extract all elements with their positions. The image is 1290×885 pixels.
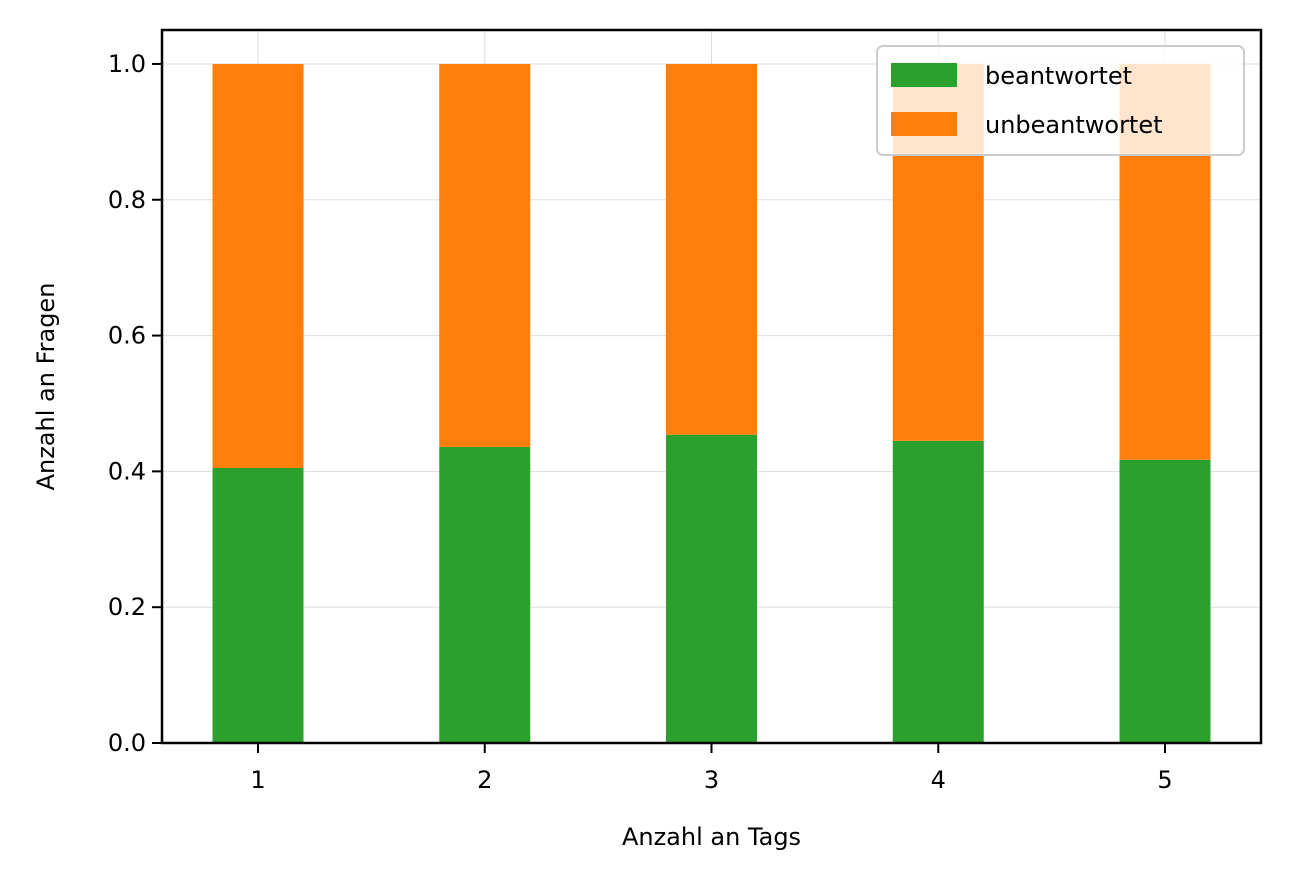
x-tick-label: 3 — [704, 766, 719, 794]
x-tick-label: 1 — [250, 766, 265, 794]
legend-label-beantwortet: beantwortet — [985, 62, 1132, 90]
bar-unbeantwortet-1 — [212, 63, 304, 468]
bar-beantwortet-4 — [892, 440, 984, 743]
y-tick-label: 1.0 — [108, 50, 146, 78]
legend-box — [876, 45, 1245, 156]
x-tick-label: 4 — [931, 766, 946, 794]
bar-beantwortet-5 — [1119, 459, 1211, 743]
y-tick-label: 0.6 — [108, 322, 146, 350]
legend: beantwortet unbeantwortet — [876, 45, 1245, 156]
x-axis-ticks: 1 2 3 4 5 — [250, 743, 1173, 794]
bar-beantwortet-1 — [212, 467, 304, 743]
x-tick-label: 5 — [1157, 766, 1172, 794]
bar-unbeantwortet-2 — [439, 63, 531, 447]
bar-beantwortet-2 — [439, 446, 531, 743]
y-axis-label: Anzahl an Fragen — [32, 283, 60, 491]
bar-beantwortet-3 — [666, 434, 757, 743]
legend-swatch-beantwortet — [891, 63, 957, 87]
x-axis-label: Anzahl an Tags — [622, 823, 801, 851]
legend-label-unbeantwortet: unbeantwortet — [985, 111, 1163, 139]
x-tick-label: 2 — [477, 766, 492, 794]
y-tick-label: 0.4 — [108, 457, 146, 485]
y-tick-label: 0.2 — [108, 593, 146, 621]
y-axis-ticks: 0.0 0.2 0.4 0.6 0.8 1.0 — [108, 50, 162, 757]
legend-swatch-unbeantwortet — [891, 112, 957, 136]
y-tick-label: 0.0 — [108, 729, 146, 757]
y-tick-label: 0.8 — [108, 186, 146, 214]
bar-unbeantwortet-3 — [666, 63, 757, 435]
bars — [212, 63, 1211, 743]
